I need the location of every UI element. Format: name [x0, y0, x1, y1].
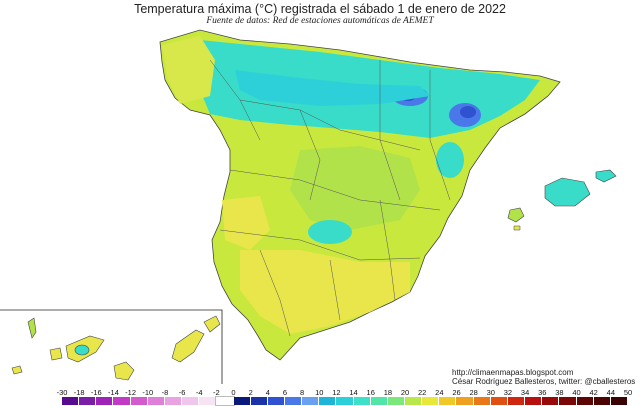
- legend-tick-label: 42: [589, 388, 598, 397]
- legend-color-box: [215, 396, 235, 406]
- legend-tick-label: 4: [265, 388, 270, 397]
- legend-tick-label: -4: [195, 388, 203, 397]
- south-warm-zone: [240, 250, 410, 334]
- legend-tick-label: 12: [332, 388, 341, 397]
- legend-tick-label: -14: [108, 388, 119, 397]
- legend-tick-label: 24: [435, 388, 444, 397]
- legend-color-box: [439, 397, 457, 405]
- fuerteventura-island: [171, 329, 205, 363]
- legend-tick-label: 34: [520, 388, 530, 397]
- legend-tick-label: 26: [452, 388, 461, 397]
- source-url[interactable]: http://climaenmapas.blogspot.com: [452, 368, 574, 377]
- menorca-island: [595, 169, 617, 183]
- legend-tick-label: 10: [315, 388, 324, 397]
- temperature-legend: -30 -18 -16 -14 -12 -10 -8 -6 -4 -2 0 2 4 6 8 10 12 14 16 1…: [57, 388, 632, 406]
- map-subtitle: Fuente de datos: Red de estaciones autom…: [206, 16, 434, 26]
- canary-inset-frame: [0, 309, 223, 384]
- legend-color-box: [62, 397, 80, 405]
- legend-color-box: [267, 397, 285, 405]
- ebro-cool-zone: [436, 142, 464, 178]
- legend-tick-label: 50: [623, 388, 633, 397]
- legend-tick-label: -30: [56, 388, 68, 397]
- legend-tick-label: -6: [178, 388, 186, 397]
- legend-tick-label: 6: [282, 388, 288, 397]
- southwest-warm-zone: [222, 196, 270, 250]
- legend-tick-label: 2: [248, 388, 253, 397]
- legend-color-box: [113, 397, 131, 405]
- legend-color-box: [593, 397, 611, 405]
- legend-tick-label: -2: [213, 388, 220, 397]
- central-cool-spot: [308, 220, 352, 244]
- lanzarote-island: [203, 315, 221, 333]
- galicia-warm-zone: [162, 36, 215, 104]
- legend-tick-label: 44: [606, 388, 616, 397]
- legend-color-box: [164, 397, 183, 405]
- legend-color-box: [182, 397, 200, 405]
- legend-tick-label: 30: [486, 388, 495, 397]
- legend-color-box: [405, 397, 423, 405]
- legend-color-box: [353, 397, 371, 405]
- legend-tick-label: 16: [366, 388, 375, 397]
- gran-canaria-island: [113, 361, 135, 381]
- la-palma-island: [27, 317, 37, 339]
- legend-tick-label: 20: [400, 388, 410, 397]
- mallorca-island: [544, 177, 591, 207]
- legend-color-box: [456, 397, 474, 405]
- legend-color-box: [473, 397, 491, 405]
- legend-tick-label: 38: [555, 388, 564, 397]
- legend-color-box: [79, 397, 97, 405]
- la-gomera-island: [49, 347, 63, 361]
- legend-tick-label: -16: [90, 388, 102, 397]
- el-hierro-island: [11, 365, 23, 375]
- province-borders: [209, 59, 451, 337]
- legend-color-box: [199, 397, 217, 405]
- legend-color-box: [542, 397, 560, 405]
- legend-tick-label: 22: [418, 388, 427, 397]
- legend-color-box: [130, 397, 148, 405]
- legend-tick-label: 32: [503, 388, 513, 397]
- pyrenees-cold-core: [460, 106, 476, 118]
- legend-tick-label: 8: [300, 388, 305, 397]
- legend-color-box: [284, 397, 303, 405]
- legend-color-box: [576, 397, 594, 405]
- legend-color-box: [525, 397, 543, 405]
- formentera-island: [513, 225, 521, 231]
- legend-color-box: [96, 397, 114, 405]
- legend-color-box: [507, 397, 526, 405]
- legend-tick-label: 0: [231, 388, 236, 397]
- legend-color-box: [422, 397, 440, 405]
- legend-tick-label: -18: [73, 388, 85, 397]
- legend-tick-label: -8: [161, 388, 169, 397]
- legend-color-box: [302, 397, 320, 405]
- legend-tick-label: 36: [538, 388, 547, 397]
- legend-tick-label: 18: [383, 388, 393, 397]
- legend-color-box: [250, 397, 268, 405]
- legend-color-box: [490, 397, 508, 405]
- teide-cold-spot: [74, 344, 90, 356]
- canary-islands: [11, 315, 221, 381]
- map-title: Temperatura máxima (°C) registrada el sá…: [134, 2, 506, 16]
- legend-color-box: [559, 397, 577, 405]
- legend-color-box: [147, 397, 165, 405]
- ibiza-island: [507, 207, 525, 223]
- legend-color-box: [319, 397, 337, 405]
- legend-tick-label: 14: [349, 388, 358, 397]
- legend-color-box: [387, 397, 406, 405]
- legend-color-box: [336, 397, 354, 405]
- legend-tick-label: 28: [469, 388, 478, 397]
- legend-tick-label: -10: [142, 388, 154, 397]
- legend-tick-label: 40: [572, 388, 581, 397]
- author-credit: César Rodríguez Ballesteros, twitter: @c…: [452, 377, 636, 386]
- legend-color-box: [233, 397, 251, 405]
- central-mild-zone: [290, 146, 420, 230]
- legend-color-box: [370, 397, 388, 405]
- cantabrian-zone: [235, 70, 430, 106]
- legend-color-box: [610, 397, 628, 405]
- legend-tick-label: -12: [125, 388, 137, 397]
